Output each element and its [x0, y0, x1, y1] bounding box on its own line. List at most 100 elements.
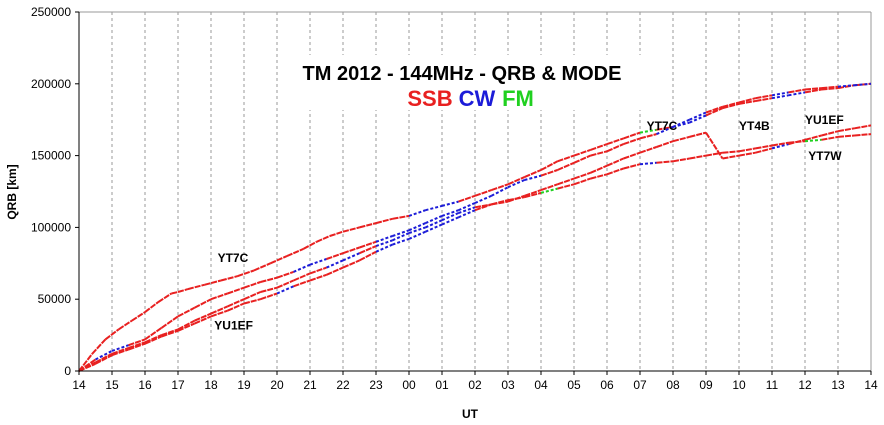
- series-segment: [161, 329, 179, 338]
- x-tick-label: 05: [567, 378, 581, 392]
- series-segment: [821, 85, 839, 90]
- series-segment: [491, 183, 509, 192]
- series-segment: [738, 97, 756, 104]
- series-segment: [392, 237, 410, 246]
- series-segment: [458, 194, 476, 203]
- series-segment: [177, 322, 195, 332]
- y-axis-title: QRB [km]: [5, 164, 19, 219]
- series-segment: [458, 202, 476, 212]
- series-segment: [243, 291, 261, 301]
- series-segment: [755, 97, 773, 102]
- x-tick-label: 02: [468, 378, 482, 392]
- series-segment: [557, 177, 575, 186]
- series-segment: [227, 298, 245, 308]
- series-segment: [474, 203, 492, 212]
- series-segment: [227, 302, 245, 312]
- series-segment: [474, 194, 492, 204]
- x-tick-label: 00: [402, 378, 416, 392]
- series-segment: [821, 87, 839, 91]
- series-yt4b: [78, 82, 872, 372]
- mode-legend: SSB CW FM: [407, 86, 534, 111]
- chart-title: TM 2012 - 144MHz - QRB & MODE: [303, 63, 622, 85]
- series-segment: [755, 147, 773, 154]
- series-segment: [705, 107, 723, 117]
- series-segment: [194, 298, 212, 309]
- series-yu1ef: [78, 124, 872, 372]
- series-segment: [590, 143, 608, 151]
- series-segment: [375, 243, 393, 253]
- series-segment: [606, 143, 624, 153]
- series-segment: [95, 350, 113, 361]
- series-segment: [270, 255, 288, 265]
- series-segment: [302, 240, 318, 250]
- series-segment: [227, 286, 245, 295]
- series-segment: [672, 118, 690, 128]
- series-segment: [359, 222, 377, 229]
- series-segment: [623, 151, 641, 160]
- x-tick-label: 06: [600, 378, 614, 392]
- series-segment: [144, 327, 163, 341]
- x-tick-label: 20: [270, 378, 284, 392]
- series-segment: [722, 154, 740, 160]
- y-tick-label: 100000: [31, 220, 71, 234]
- series-segment: [837, 134, 855, 138]
- x-tick-label: 21: [303, 378, 317, 392]
- series-segment: [243, 281, 261, 289]
- annotation-label: YT4B: [739, 119, 770, 133]
- series-segment: [243, 298, 261, 305]
- series-segment: [326, 259, 344, 269]
- annotation-label: YT7W: [808, 149, 842, 163]
- series-segment: [276, 279, 294, 289]
- series-segment: [425, 219, 443, 229]
- series-segment: [656, 125, 674, 136]
- series-segment: [78, 362, 96, 372]
- series-segment: [118, 319, 133, 331]
- series-segment: [91, 338, 107, 355]
- series-segment: [854, 133, 872, 137]
- legend-cw: CW: [459, 86, 496, 111]
- series-segment: [177, 306, 195, 318]
- x-tick-label: 08: [666, 378, 680, 392]
- x-tick-label: 13: [831, 378, 845, 392]
- series-segment: [260, 276, 278, 283]
- series-segment: [187, 283, 205, 291]
- series-segment: [260, 286, 278, 293]
- series-segment: [491, 199, 509, 206]
- series-segment: [309, 258, 327, 266]
- x-tick-label: 11: [766, 378, 779, 392]
- series-segment: [573, 177, 591, 186]
- series-segment: [309, 273, 327, 282]
- series-segment: [738, 151, 756, 157]
- series-segment: [458, 206, 476, 214]
- series-segment: [755, 94, 773, 100]
- series-segment: [128, 342, 146, 351]
- series-segment: [210, 309, 228, 318]
- series-segment: [342, 252, 360, 262]
- series-segment: [623, 163, 641, 170]
- series-segment: [441, 209, 459, 217]
- series-segment: [771, 141, 789, 147]
- x-tick-label: 16: [138, 378, 152, 392]
- series-segment: [656, 125, 674, 131]
- series-segment: [95, 352, 113, 364]
- y-tick-label: 50000: [38, 292, 72, 306]
- series-segment: [111, 347, 129, 355]
- series-yt7c: [78, 82, 872, 372]
- x-tick-label: 10: [732, 378, 746, 392]
- series-segment: [689, 154, 707, 160]
- legend-ssb: SSB: [407, 86, 452, 111]
- series-segment: [253, 262, 271, 272]
- series-segment: [689, 111, 707, 121]
- series-segment: [606, 167, 624, 176]
- series-segment: [573, 148, 591, 157]
- x-tick-label: 01: [435, 378, 449, 392]
- annotation-label: YU1EF: [214, 318, 253, 332]
- series-layer: [78, 82, 872, 372]
- x-tick-label: 23: [369, 378, 383, 392]
- series-segment: [128, 341, 146, 349]
- series-segment: [491, 186, 509, 197]
- y-tick-label: 250000: [31, 5, 71, 19]
- series-segment: [788, 91, 806, 97]
- series-segment: [458, 209, 476, 219]
- series-segment: [639, 161, 657, 166]
